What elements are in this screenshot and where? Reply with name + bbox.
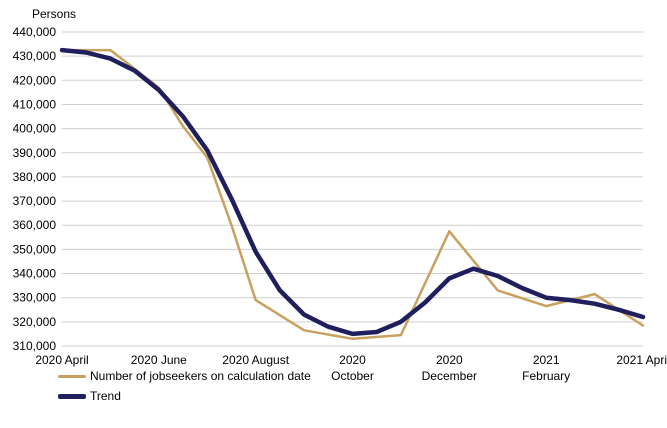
x-tick-label: 2021 — [533, 353, 560, 367]
legend-label-trend: Trend — [90, 389, 121, 403]
y-tick-label: 420,000 — [13, 73, 57, 87]
legend-swatch-trend — [58, 393, 86, 399]
y-tick-label: 430,000 — [13, 49, 57, 63]
x-tick-label: December — [422, 369, 477, 383]
y-tick-label: 350,000 — [13, 242, 57, 256]
jobseekers-line — [60, 48, 645, 341]
gridlines — [62, 31, 643, 347]
x-tick-label: 2021 April — [616, 353, 667, 367]
y-tick-label: 370,000 — [13, 194, 57, 208]
x-tick-label: 2020 April — [35, 353, 88, 367]
y-tick-label: 320,000 — [13, 315, 57, 329]
x-tick-label: 2020 August — [222, 353, 289, 367]
legend-label-jobseekers: Number of jobseekers on calculation date — [90, 369, 311, 383]
x-tick-label: February — [522, 369, 570, 383]
y-tick-label: 360,000 — [13, 218, 57, 232]
y-tick-label: 390,000 — [13, 146, 57, 160]
x-tick-label: 2020 June — [131, 353, 187, 367]
y-axis-ticks: 310,000 320,000 330,000 340,000 350,000 360,0… — [13, 25, 57, 353]
x-tick-label: 2020 — [339, 353, 366, 367]
legend: Number of jobseekers on calculation date… — [58, 366, 311, 406]
series-lines — [59, 47, 646, 341]
y-tick-label: 440,000 — [13, 25, 57, 39]
y-tick-label: 380,000 — [13, 170, 57, 184]
trend-line — [59, 47, 646, 337]
x-tick-label: 2020 — [436, 353, 463, 367]
legend-item-jobseekers: Number of jobseekers on calculation date — [58, 366, 311, 386]
y-axis-label: Persons — [32, 7, 76, 21]
legend-item-trend: Trend — [58, 386, 311, 406]
y-tick-label: 340,000 — [13, 267, 57, 281]
y-tick-label: 330,000 — [13, 291, 57, 305]
x-axis-ticks: 2020 April 2020 June 2020 August 2020 Octobe… — [35, 353, 667, 383]
legend-swatch-jobseekers — [58, 374, 86, 378]
y-tick-label: 410,000 — [13, 97, 57, 111]
x-tick-label: October — [331, 369, 374, 383]
y-tick-label: 400,000 — [13, 122, 57, 136]
y-tick-label: 310,000 — [13, 339, 57, 353]
